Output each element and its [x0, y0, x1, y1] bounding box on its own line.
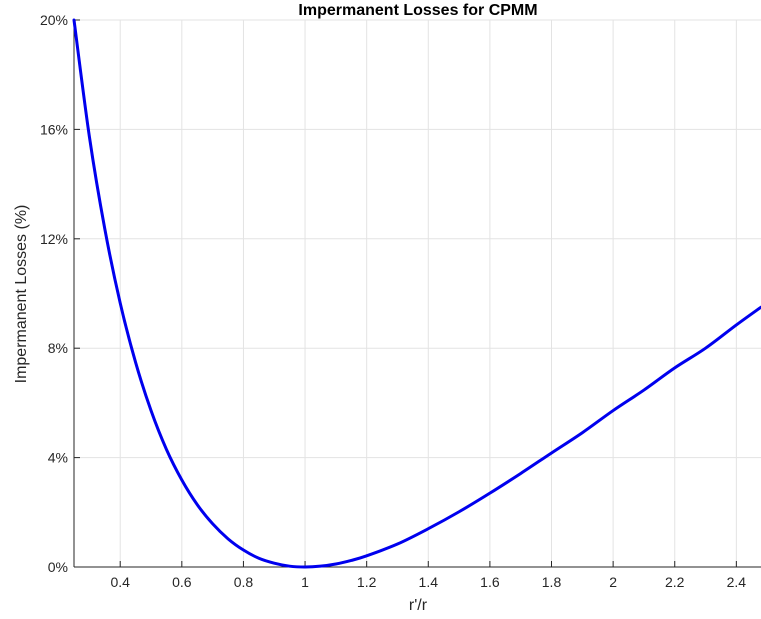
y-tick-label: 0% [48, 559, 68, 575]
y-tick-label: 4% [48, 450, 68, 466]
x-axis-label: r'/r [409, 597, 428, 614]
x-tick-labels: 0.4 0.6 0.8 1 1.2 1.4 1.6 1.8 2 2.2 2.4 [110, 561, 746, 590]
impermanent-loss-series-line [72, 18, 761, 569]
y-tick-label: 12% [40, 231, 68, 247]
x-tick-label: 0.6 [172, 574, 192, 590]
axes [73, 20, 761, 568]
x-tick-label: 1.6 [480, 574, 500, 590]
x-tick-label: 0.8 [234, 574, 254, 590]
y-tick-label: 8% [48, 340, 68, 356]
y-tick-labels: 0% 4% 8% 12% 16% 20% [40, 12, 80, 575]
x-tick-label: 1 [301, 574, 309, 590]
y-axis-label: Impermanent Losses (%) [13, 205, 30, 384]
x-tick-label: 2.2 [665, 574, 685, 590]
x-tick-label: 1.4 [419, 574, 439, 590]
grid [74, 19, 761, 568]
x-tick-label: 0.4 [110, 574, 130, 590]
x-tick-label: 1.8 [542, 574, 562, 590]
x-tick-label: 2.4 [727, 574, 747, 590]
y-tick-label: 20% [40, 12, 68, 28]
x-tick-label: 2 [609, 574, 617, 590]
chart-title: Impermanent Losses for CPMM [298, 2, 537, 19]
x-tick-label: 1.2 [357, 574, 377, 590]
y-tick-label: 16% [40, 121, 68, 137]
